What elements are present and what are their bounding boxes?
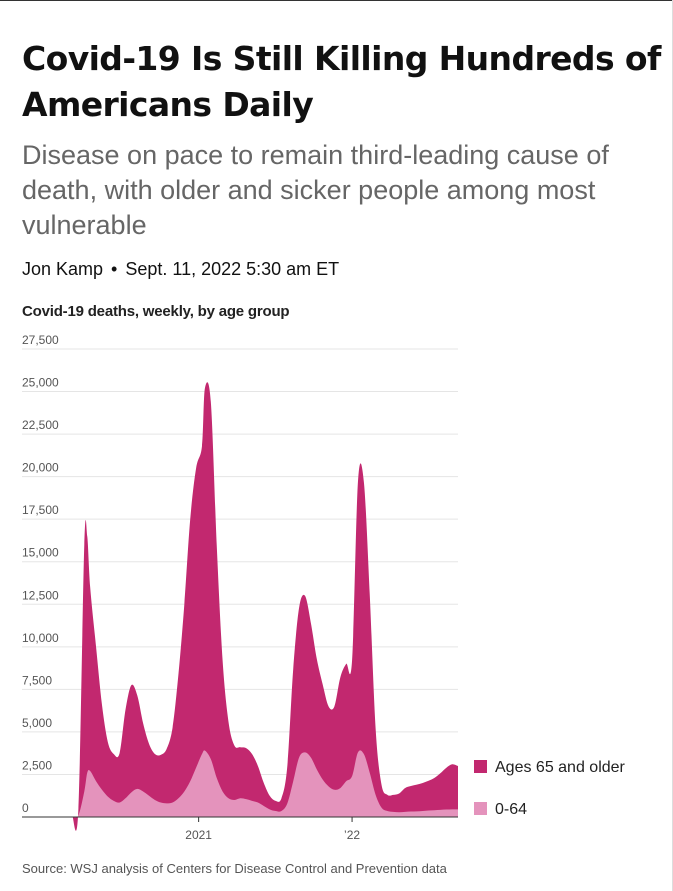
y-tick-label: 2,500 bbox=[22, 758, 52, 772]
y-tick-label: 17,500 bbox=[22, 503, 59, 517]
x-tick-label: 2021 bbox=[185, 828, 212, 842]
y-tick-label: 20,000 bbox=[22, 461, 59, 475]
y-tick-label: 22,500 bbox=[22, 418, 59, 432]
axes: 0 2,500 5,000 7,500 10,000 12,500 15,000 17,500… bbox=[22, 333, 458, 842]
y-tick-label: 15,000 bbox=[22, 546, 59, 560]
headline: Covid-19 Is Still Killing Hundreds of Am… bbox=[22, 39, 661, 124]
y-tick-label: 0 bbox=[22, 801, 29, 815]
stacked-area-chart: 0 2,500 5,000 7,500 10,000 12,500 15,000 17,500… bbox=[22, 333, 626, 842]
chart-title: Covid-19 deaths, weekly, by age group bbox=[22, 303, 290, 320]
area-series-ages-65-and-older bbox=[72, 382, 459, 831]
legend-label: Ages 65 and older bbox=[495, 759, 626, 776]
x-tick-label: ’22 bbox=[344, 828, 360, 842]
publish-date: Sept. 11, 2022 5:30 am ET bbox=[125, 259, 340, 279]
legend-swatch bbox=[474, 802, 487, 815]
legend-label: 0-64 bbox=[495, 801, 527, 818]
y-tick-label: 27,500 bbox=[22, 333, 59, 347]
y-tick-label: 7,500 bbox=[22, 673, 52, 687]
byline: Jon Kamp • Sept. 11, 2022 5:30 am ET bbox=[22, 259, 339, 280]
y-tick-label: 10,000 bbox=[22, 631, 59, 645]
area-series-0-64 bbox=[72, 750, 459, 818]
gridlines bbox=[22, 348, 458, 775]
legend-swatch bbox=[474, 760, 487, 773]
legend: Ages 65 and older 0-64 bbox=[474, 759, 626, 818]
y-tick-label: 5,000 bbox=[22, 716, 52, 730]
author-name[interactable]: Jon Kamp bbox=[22, 259, 104, 279]
top-rule bbox=[0, 0, 673, 1]
y-tick-label: 12,500 bbox=[22, 588, 59, 602]
source-note: Source: WSJ analysis of Centers for Dise… bbox=[22, 861, 447, 876]
area-layer bbox=[72, 382, 459, 831]
y-tick-label: 25,000 bbox=[22, 376, 59, 390]
subheadline: Disease on pace to remain third-leading … bbox=[22, 140, 609, 240]
byline-separator: • bbox=[111, 259, 118, 279]
